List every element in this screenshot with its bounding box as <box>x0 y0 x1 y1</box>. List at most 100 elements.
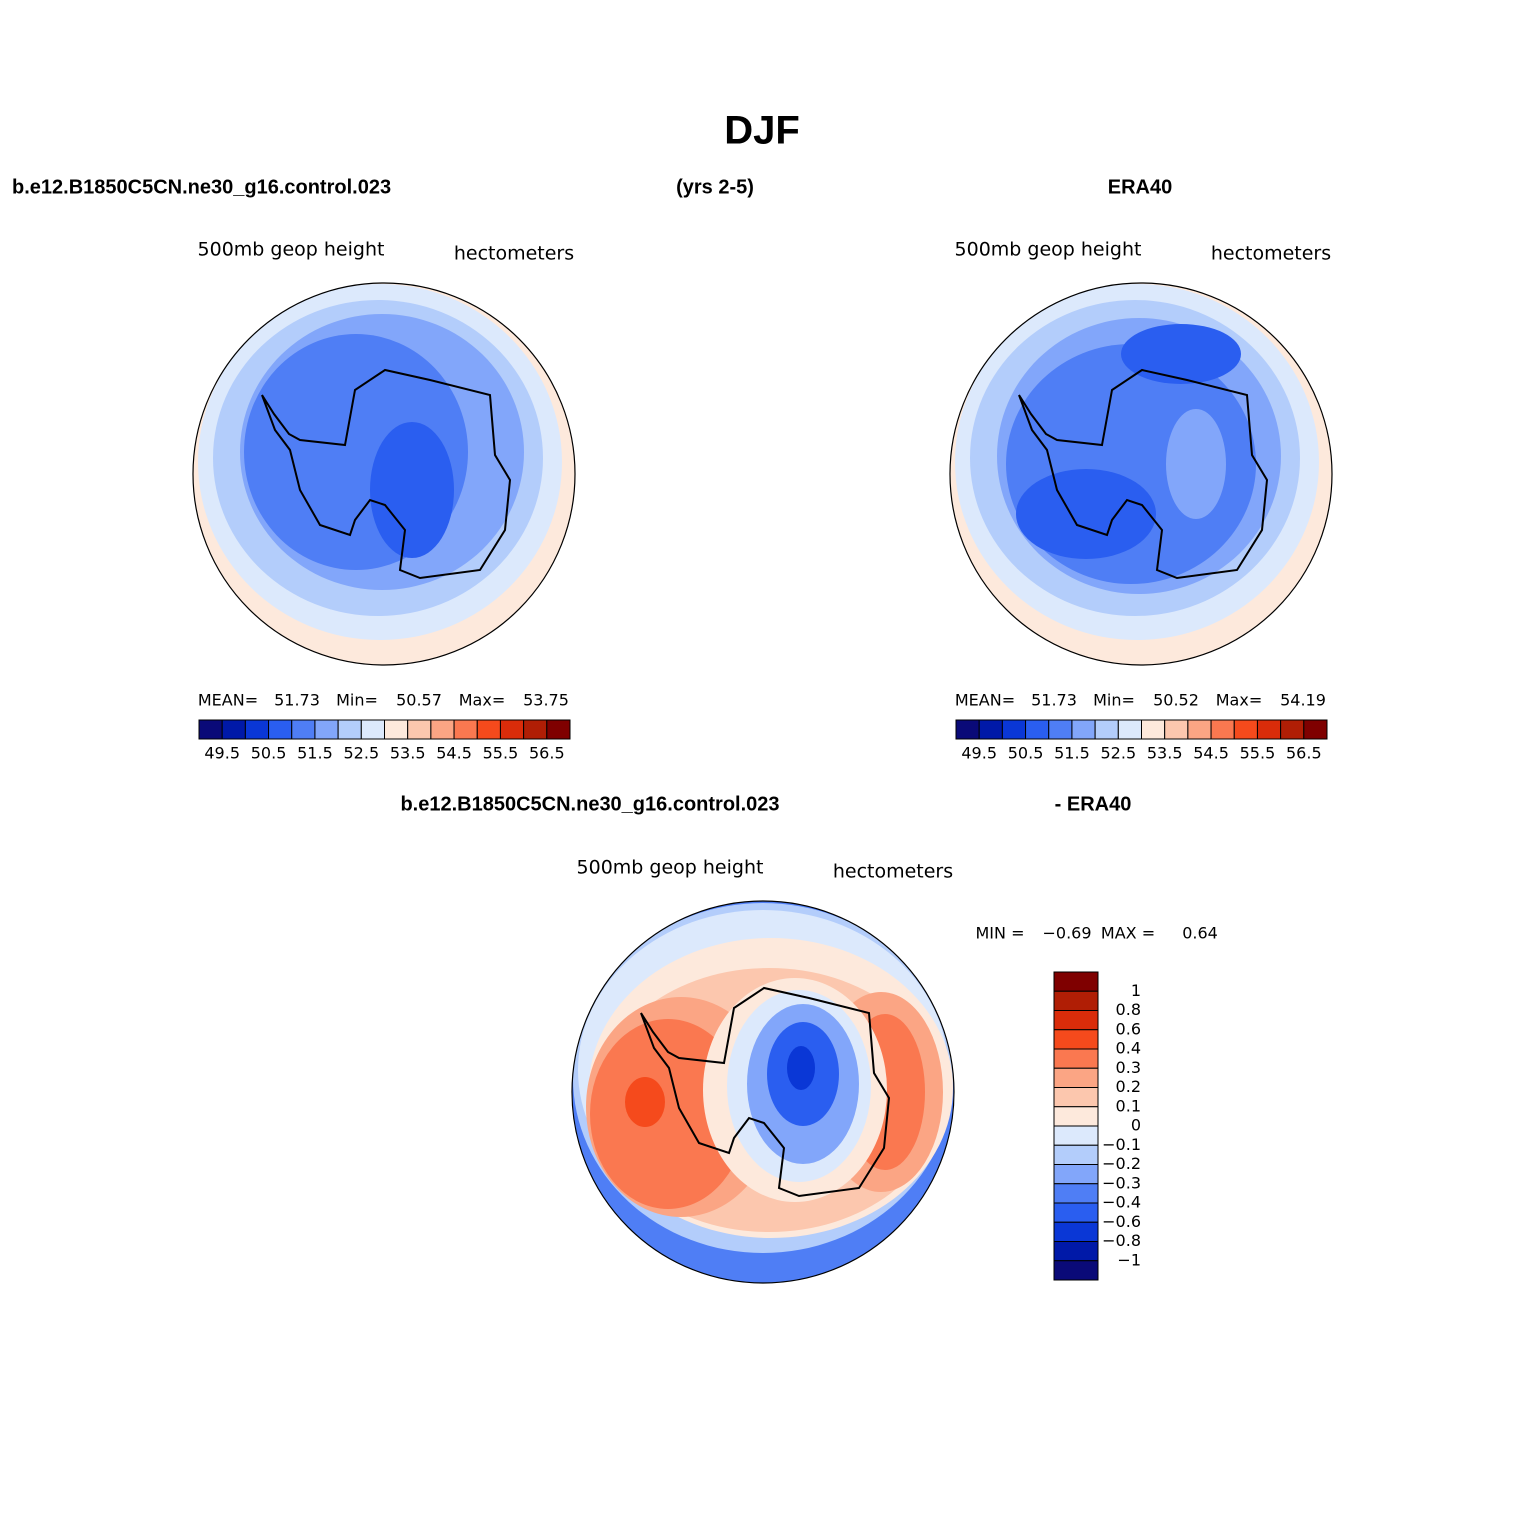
stat: Min= <box>336 691 378 710</box>
coastline <box>261 368 512 580</box>
colorbar-box <box>244 719 270 740</box>
coastline <box>640 986 891 1198</box>
colorbar-box <box>1053 1029 1099 1050</box>
stat: 0.64 <box>1182 924 1218 943</box>
stat: MEAN= <box>955 691 1015 710</box>
colorbar-label: 54.5 <box>436 744 472 763</box>
title: DJF <box>724 109 800 153</box>
colorbar-box <box>1053 1144 1099 1165</box>
contour-fill <box>1016 469 1156 559</box>
colorbar-label: 49.5 <box>204 744 240 763</box>
colorbar-label: 0 <box>1131 1116 1141 1135</box>
colorbar-box <box>1053 1087 1099 1108</box>
colorbar-box <box>1053 1010 1099 1031</box>
colorbar-box <box>1187 719 1212 740</box>
stat: MAX = <box>1101 924 1155 943</box>
colorbar-box <box>1071 719 1096 740</box>
colorbar-box <box>1303 719 1328 740</box>
contour-fill <box>625 1077 665 1127</box>
colorbar-box <box>1280 719 1305 740</box>
header: - ERA40 <box>1055 793 1132 815</box>
colorbar-label: 51.5 <box>1054 744 1090 763</box>
colorbar-label: 0.1 <box>1116 1096 1141 1115</box>
stat: 51.73 <box>1031 691 1077 710</box>
colorbar-label: −0.6 <box>1102 1212 1141 1231</box>
stat: 50.52 <box>1153 691 1199 710</box>
colorbar-box <box>430 719 455 740</box>
colorbar-box <box>1053 1221 1099 1242</box>
colorbar-label: 0.4 <box>1116 1039 1141 1058</box>
colorbar-box <box>1053 1202 1099 1223</box>
colorbar-label: 56.5 <box>529 744 565 763</box>
variable-label: 500mb geop height <box>955 239 1142 261</box>
units-label: hectometers <box>454 243 574 265</box>
map <box>950 283 1332 665</box>
colorbar-label: 0.3 <box>1116 1058 1141 1077</box>
contour-fill <box>1121 324 1241 384</box>
stat: 54.19 <box>1280 691 1326 710</box>
colorbar-label: 0.8 <box>1116 1000 1141 1019</box>
map-border <box>192 282 576 666</box>
colorbar-box <box>523 719 548 740</box>
colorbar-box <box>1001 719 1027 740</box>
stat: 50.57 <box>396 691 442 710</box>
colorbar-box <box>499 719 525 740</box>
colorbar-label: 53.5 <box>390 744 426 763</box>
contour-fill <box>1166 409 1226 519</box>
stat: Min= <box>1093 691 1135 710</box>
colorbar-box <box>1053 1048 1099 1069</box>
header: ERA40 <box>1108 176 1172 198</box>
colorbar-box <box>1053 1183 1099 1204</box>
colorbar-label: 54.5 <box>1193 744 1229 763</box>
variable-label: 500mb geop height <box>198 239 385 261</box>
colorbar-box <box>384 719 409 740</box>
colorbar-label: 51.5 <box>297 744 333 763</box>
stat: Max= <box>1216 691 1262 710</box>
colorbar-box <box>1256 719 1282 740</box>
variable-label: 500mb geop height <box>577 857 764 879</box>
colorbar-box <box>1164 719 1189 740</box>
coastline <box>1018 368 1269 580</box>
colorbar-label: −0.3 <box>1102 1173 1141 1192</box>
colorbar-label: 52.5 <box>1101 744 1137 763</box>
colorbar-box <box>1141 719 1166 740</box>
colorbar-box <box>1053 990 1099 1011</box>
map-border <box>949 282 1333 666</box>
stat: MEAN= <box>198 691 258 710</box>
colorbar-box <box>360 719 385 740</box>
stat: −0.69 <box>1042 924 1091 943</box>
stat: Max= <box>459 691 505 710</box>
colorbar-box <box>1053 1067 1099 1088</box>
map <box>193 283 575 665</box>
colorbar-label: −0.4 <box>1102 1193 1141 1212</box>
colorbar-box <box>1025 719 1050 740</box>
stat: 51.73 <box>274 691 320 710</box>
header: b.e12.B1850C5CN.ne30_g16.control.023 <box>12 176 391 198</box>
colorbar-box <box>955 719 980 740</box>
colorbar-box <box>221 719 246 740</box>
units-label: hectometers <box>833 861 953 883</box>
colorbar-label: 52.5 <box>344 744 380 763</box>
stat: 53.75 <box>523 691 569 710</box>
colorbar-box <box>407 719 432 740</box>
colorbar-label: 0.2 <box>1116 1077 1141 1096</box>
colorbar-box <box>1053 1106 1099 1127</box>
contour-fill <box>787 1046 815 1090</box>
colorbar-box <box>291 719 316 740</box>
colorbar-box <box>1053 1125 1099 1146</box>
colorbar-box <box>453 719 478 740</box>
colorbar-label: −0.2 <box>1102 1154 1141 1173</box>
colorbar-box <box>337 719 362 740</box>
colorbar-label: 53.5 <box>1147 744 1183 763</box>
colorbar-box <box>476 719 501 740</box>
colorbar-box <box>1053 1260 1099 1281</box>
header: b.e12.B1850C5CN.ne30_g16.control.023 <box>400 793 779 815</box>
colorbar-label: −0.8 <box>1102 1231 1141 1250</box>
colorbar-box <box>1053 1164 1099 1185</box>
colorbar-box <box>198 719 223 740</box>
colorbar-box <box>1094 719 1119 740</box>
colorbar-box <box>1117 719 1142 740</box>
header: (yrs 2-5) <box>676 176 754 198</box>
